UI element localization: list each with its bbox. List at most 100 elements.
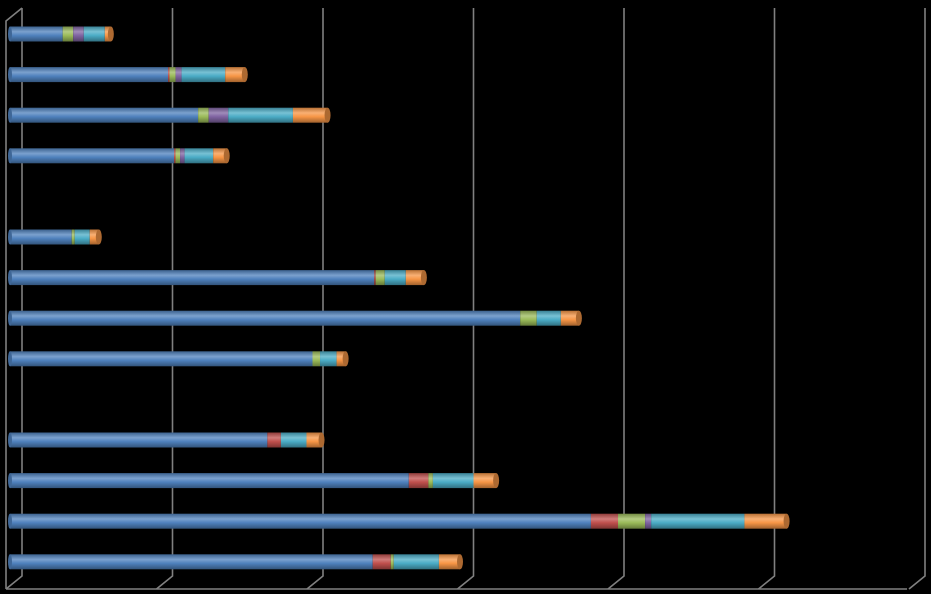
bar-start-cap [8, 351, 12, 367]
bar-start-cap [8, 310, 12, 326]
bar-row [8, 554, 463, 570]
bar-row [8, 513, 790, 529]
bar-start-cap [8, 513, 12, 529]
bar-segment [651, 513, 745, 529]
bar-segment [306, 432, 322, 448]
bar-segment [10, 26, 63, 42]
bar-segment [384, 270, 406, 286]
gridline [5, 8, 23, 590]
bar-segment [213, 148, 227, 164]
bar-segment [104, 26, 111, 42]
bar-segment [10, 554, 373, 570]
bar-end-cap [783, 513, 790, 529]
bar-start-cap [8, 148, 12, 164]
bar-segment [405, 270, 424, 286]
bar-segment [181, 67, 226, 83]
bar-end-cap [95, 229, 102, 245]
bar-segment [280, 432, 307, 448]
gridline [908, 8, 926, 590]
bar-segment [10, 473, 409, 489]
bar-segment [320, 351, 337, 367]
bar-segment [336, 351, 346, 367]
bar-segment [438, 554, 460, 570]
bar-start-cap [8, 473, 12, 489]
bar-segment [73, 26, 84, 42]
gridline [456, 8, 475, 590]
bar-row [8, 148, 230, 164]
bar-row [8, 351, 349, 367]
bar-segment [267, 432, 281, 448]
bar-end-cap [420, 270, 427, 286]
bar-segment [74, 229, 90, 245]
bar-segment [473, 473, 497, 489]
bar-end-cap [456, 554, 463, 570]
bar-start-cap [8, 229, 12, 245]
bar-segment [618, 513, 646, 529]
bar-segment [372, 554, 391, 570]
bar-end-cap [241, 67, 248, 83]
bar-segment [10, 148, 175, 164]
bar-segment [428, 473, 433, 489]
bar-segment [175, 148, 181, 164]
gridline [306, 8, 324, 590]
bar-segment [225, 67, 245, 83]
bar-segment [169, 67, 176, 83]
gridline [607, 8, 625, 590]
gridlines [5, 7, 926, 590]
bar-segment [520, 310, 537, 326]
bar-segment [744, 513, 787, 529]
bar-segment [408, 473, 429, 489]
bar-segment [71, 229, 75, 245]
bar-start-cap [8, 26, 12, 42]
bar-row [8, 67, 248, 83]
bar-row [8, 229, 102, 245]
bar-segment [560, 310, 579, 326]
bar-segment [198, 107, 209, 123]
gridline [155, 8, 174, 590]
bar-end-cap [107, 26, 114, 42]
left-wall-edge [5, 7, 23, 589]
bar-segment [10, 432, 268, 448]
bar-segment [228, 107, 293, 123]
bar-start-cap [8, 270, 12, 286]
bar-segment [10, 310, 521, 326]
bar-segment [10, 513, 591, 529]
bar-segment [375, 270, 385, 286]
bar-segment [292, 107, 328, 123]
bar-row [8, 26, 114, 42]
bar-segment [590, 513, 619, 529]
bar-row [8, 432, 325, 448]
bar-end-cap [575, 310, 582, 326]
bar-row [8, 107, 331, 123]
bar-end-cap [342, 351, 349, 367]
bar-row [8, 310, 582, 326]
bar-row [8, 270, 427, 286]
bar-segment [62, 26, 74, 42]
bar-start-cap [8, 554, 12, 570]
bar-segment [312, 351, 321, 367]
bar-segment [208, 107, 229, 123]
bar-segment [180, 148, 185, 164]
bar-segment [175, 67, 182, 83]
bar-segment [83, 26, 105, 42]
bar-segment [432, 473, 474, 489]
bar-segment [184, 148, 214, 164]
bar-segment [393, 554, 439, 570]
bar-end-cap [324, 107, 331, 123]
bar-segment [536, 310, 561, 326]
bar-segment [10, 270, 375, 286]
bar-start-cap [8, 67, 12, 83]
bar-segment [10, 351, 313, 367]
bar-segment [390, 554, 394, 570]
bar-segment [10, 67, 169, 83]
bar-start-cap [8, 432, 12, 448]
bar-segment [168, 67, 170, 83]
bar-segment [89, 229, 99, 245]
bar-segment [645, 513, 652, 529]
bar-segment [374, 270, 376, 286]
bar-start-cap [8, 107, 12, 123]
bar-end-cap [318, 432, 325, 448]
bar-end-cap [223, 148, 230, 164]
